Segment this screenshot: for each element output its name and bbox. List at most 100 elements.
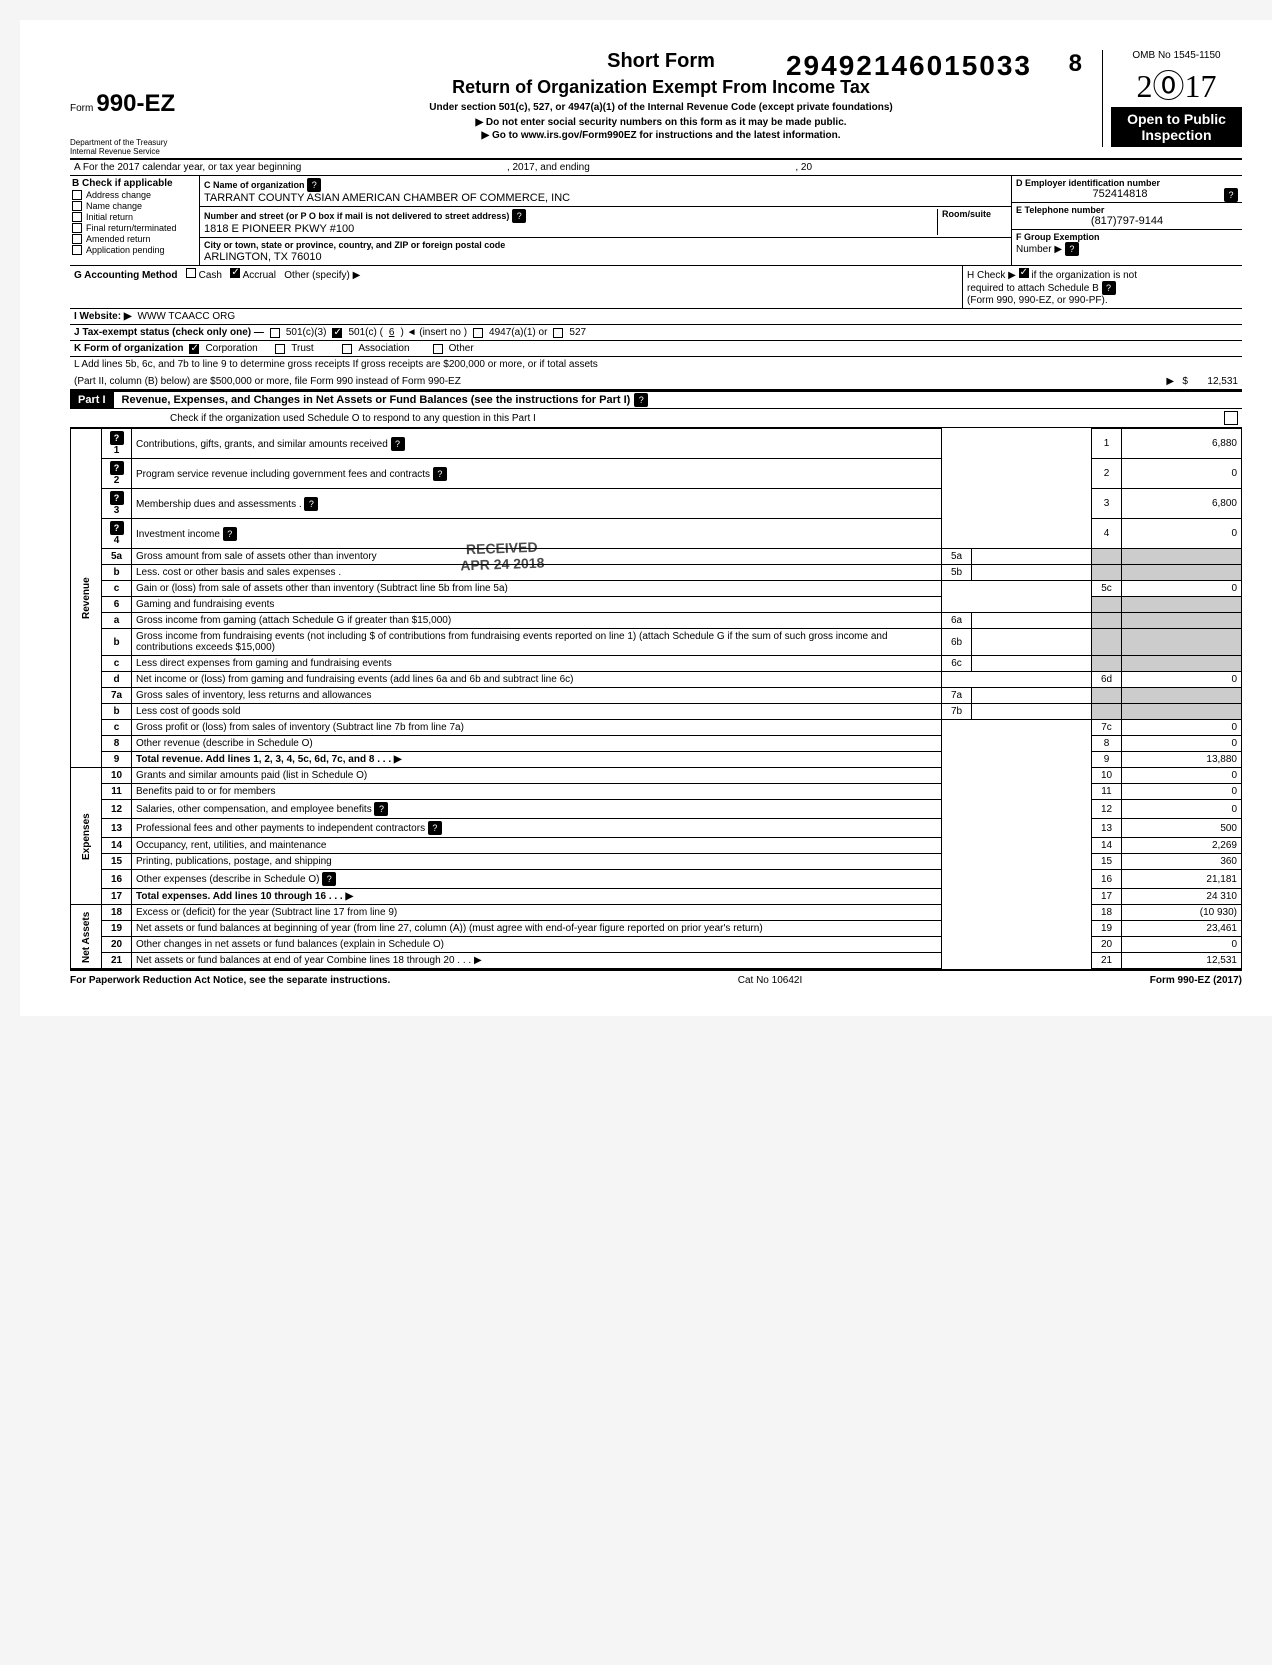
shaded-cell xyxy=(1122,597,1242,613)
help-icon[interactable]: ? xyxy=(374,802,388,816)
footer-mid: Cat No 10642I xyxy=(738,975,803,986)
line-col-num: 13 xyxy=(1092,819,1122,838)
h-checkbox[interactable] xyxy=(1019,268,1029,278)
row-a: A For the 2017 calendar year, or tax yea… xyxy=(70,160,1242,176)
table-row: cGain or (loss) from sale of assets othe… xyxy=(71,581,1242,597)
line-number: 13 xyxy=(102,819,132,838)
table-row: aGross income from gaming (attach Schedu… xyxy=(71,613,1242,629)
row-k: K Form of organization Corporation Trust… xyxy=(70,341,1242,357)
side-label: Expenses xyxy=(71,768,102,905)
b-item-label: Final return/terminated xyxy=(86,223,177,233)
inner-line-num: 5a xyxy=(942,549,972,565)
help-icon[interactable]: ? xyxy=(634,393,648,407)
b-item-label: Amended return xyxy=(86,234,151,244)
e-label: E Telephone number xyxy=(1016,205,1238,215)
website-value: WWW TCAACC ORG xyxy=(138,311,236,322)
501c-checkbox[interactable] xyxy=(332,328,342,338)
room-label: Room/suite xyxy=(942,209,991,219)
trust-checkbox[interactable] xyxy=(275,344,285,354)
line-value: 0 xyxy=(1122,672,1242,688)
b-checkbox[interactable] xyxy=(72,201,82,211)
line-description: Contributions, gifts, grants, and simila… xyxy=(132,429,942,459)
received-stamp: RECEIVED APR 24 2018 xyxy=(459,539,544,574)
cash-checkbox[interactable] xyxy=(186,268,196,278)
table-row: 7aGross sales of inventory, less returns… xyxy=(71,688,1242,704)
dept-label: Department of the Treasury xyxy=(70,138,220,147)
b-item-label: Initial return xyxy=(86,212,133,222)
4947-checkbox[interactable] xyxy=(473,328,483,338)
line-value: 6,800 xyxy=(1122,489,1242,519)
help-icon[interactable]: ? xyxy=(512,209,526,223)
b-checkbox[interactable] xyxy=(72,223,82,233)
inner-line-num: 6c xyxy=(942,656,972,672)
help-icon[interactable]: ? xyxy=(322,872,336,886)
line-number: 21 xyxy=(102,953,132,969)
shaded-cell xyxy=(1122,629,1242,656)
line-description: Less direct expenses from gaming and fun… xyxy=(132,656,942,672)
line-col-num: 1 xyxy=(1092,429,1122,459)
f-label: F Group Exemption xyxy=(1016,232,1238,242)
column-b: B Check if applicable Address changeName… xyxy=(70,176,200,265)
b-checkbox[interactable] xyxy=(72,234,82,244)
527-checkbox[interactable] xyxy=(553,328,563,338)
subtitle: Under section 501(c), 527, or 4947(a)(1)… xyxy=(220,102,1102,113)
city-label: City or town, state or province, country… xyxy=(204,240,505,250)
help-icon[interactable]: ? xyxy=(1224,188,1238,202)
line-number: 10 xyxy=(102,768,132,784)
inner-line-val xyxy=(972,656,1092,672)
help-icon[interactable]: ? xyxy=(1102,281,1116,295)
line-description: Other changes in net assets or fund bala… xyxy=(132,937,942,953)
line-description: Gross income from fundraising events (no… xyxy=(132,629,942,656)
shaded-cell xyxy=(1122,565,1242,581)
line-col-num: 7c xyxy=(1092,720,1122,736)
help-icon[interactable]: ? xyxy=(391,437,405,451)
help-icon[interactable]: ? xyxy=(428,821,442,835)
line-description: Salaries, other compensation, and employ… xyxy=(132,800,942,819)
b-item-label: Application pending xyxy=(86,245,165,255)
table-row: 15Printing, publications, postage, and s… xyxy=(71,854,1242,870)
line-description: Grants and similar amounts paid (list in… xyxy=(132,768,942,784)
line-col-num: 12 xyxy=(1092,800,1122,819)
help-icon[interactable]: ? xyxy=(433,467,447,481)
inner-line-val xyxy=(972,688,1092,704)
help-icon[interactable]: ? xyxy=(223,527,237,541)
line-value: 21,181 xyxy=(1122,870,1242,889)
line-number: ? 2 xyxy=(102,459,132,489)
b-checkbox[interactable] xyxy=(72,212,82,222)
help-icon[interactable]: ? xyxy=(1065,242,1079,256)
line-value: (10 930) xyxy=(1122,905,1242,921)
inner-line-num: 6b xyxy=(942,629,972,656)
table-row: ? 3Membership dues and assessments . ?36… xyxy=(71,489,1242,519)
help-icon[interactable]: ? xyxy=(307,178,321,192)
shaded-cell xyxy=(1122,688,1242,704)
schedule-o-checkbox[interactable] xyxy=(1224,411,1238,425)
assoc-checkbox[interactable] xyxy=(342,344,352,354)
b-checkbox[interactable] xyxy=(72,190,82,200)
open-public-label: Open to Public Inspection xyxy=(1111,107,1242,147)
line-number: 14 xyxy=(102,838,132,854)
other-checkbox[interactable] xyxy=(433,344,443,354)
table-row: bGross income from fundraising events (n… xyxy=(71,629,1242,656)
instruction-2: ▶ Go to www.irs.gov/Form990EZ for instru… xyxy=(220,130,1102,141)
line-number: 11 xyxy=(102,784,132,800)
table-row: 21Net assets or fund balances at end of … xyxy=(71,953,1242,969)
line-number: 19 xyxy=(102,921,132,937)
line-col-num: 6d xyxy=(1092,672,1122,688)
line-description: Total revenue. Add lines 1, 2, 3, 4, 5c,… xyxy=(132,752,942,768)
table-row: 19Net assets or fund balances at beginni… xyxy=(71,921,1242,937)
line-col-num: 21 xyxy=(1092,953,1122,969)
inner-line-num: 6a xyxy=(942,613,972,629)
shaded-cell xyxy=(1092,597,1122,613)
line-description: Gain or (loss) from sale of assets other… xyxy=(132,581,942,597)
b-checkbox[interactable] xyxy=(72,245,82,255)
shaded-cell xyxy=(1092,549,1122,565)
line-description: Net assets or fund balances at beginning… xyxy=(132,921,942,937)
help-icon[interactable]: ? xyxy=(304,497,318,511)
row-h: H Check ▶ if the organization is not req… xyxy=(962,266,1242,308)
corp-checkbox[interactable] xyxy=(189,344,199,354)
inner-line-num: 7a xyxy=(942,688,972,704)
table-row: Expenses10Grants and similar amounts pai… xyxy=(71,768,1242,784)
line-number: 8 xyxy=(102,736,132,752)
501c3-checkbox[interactable] xyxy=(270,328,280,338)
accrual-checkbox[interactable] xyxy=(230,268,240,278)
